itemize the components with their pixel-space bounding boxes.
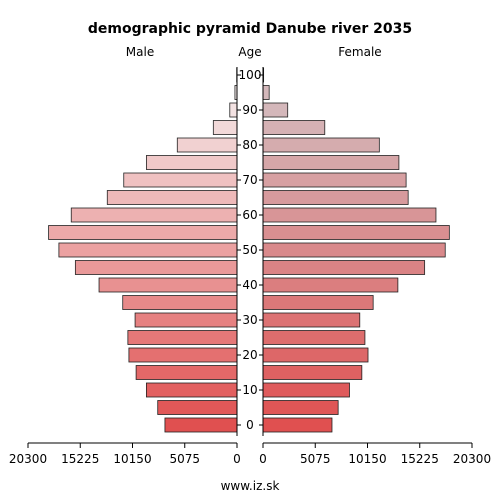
axes-group: 0 10 20 30 40 50 60 70 80 90 100 0 0 5075 5075 10150 101… — [9, 67, 491, 466]
male-bar-age-25 — [127, 330, 238, 345]
age-tick-label: 0 — [246, 418, 254, 432]
age-tick-label: 30 — [242, 313, 257, 327]
female-bar-age-75 — [262, 155, 400, 170]
male-bar-age-80 — [176, 137, 238, 153]
female-bar-age-0 — [262, 417, 333, 433]
age-tick-label: 10 — [242, 383, 257, 397]
chart-title: demographic pyramid Danube river 2035 — [88, 21, 412, 37]
male-bar-age-55 — [48, 225, 238, 240]
female-bar-age-30 — [262, 312, 361, 328]
female-bar-age-50 — [262, 242, 446, 258]
female-value-tick-label: 0 — [259, 452, 267, 466]
female-bar-age-15 — [262, 365, 363, 380]
male-bar-age-65 — [106, 190, 238, 205]
female-bar-age-45 — [262, 260, 426, 275]
footer-label: www.iz.sk — [221, 479, 280, 493]
female-bar-age-35 — [262, 295, 374, 310]
female-bar-age-10 — [262, 382, 350, 398]
male-bar-age-75 — [145, 155, 238, 170]
male-bar-age-45 — [74, 260, 238, 275]
age-tick-label: 40 — [242, 278, 257, 292]
female-value-tick-label: 5075 — [300, 452, 331, 466]
male-bar-age-15 — [135, 365, 238, 380]
male-bar-age-85 — [212, 120, 238, 135]
age-tick-label: 90 — [242, 103, 257, 117]
male-bar-age-90 — [229, 102, 238, 118]
female-value-tick-label: 10150 — [348, 452, 386, 466]
male-value-tick-label: 10150 — [113, 452, 151, 466]
female-label: Female — [338, 45, 381, 59]
male-label: Male — [126, 45, 154, 59]
female-bar-age-95 — [262, 85, 270, 100]
age-tick-label: 50 — [242, 243, 257, 257]
male-bar-age-5 — [157, 400, 238, 415]
male-bar-age-10 — [145, 382, 238, 398]
age-label: Age — [238, 45, 261, 59]
female-bar-age-80 — [262, 137, 380, 153]
female-bar-age-25 — [262, 330, 366, 345]
age-tick-label: 100 — [239, 68, 262, 82]
age-tick-label: 60 — [242, 208, 257, 222]
male-bar-age-30 — [134, 312, 238, 328]
male-bar-age-20 — [128, 347, 238, 363]
male-bar-age-60 — [70, 207, 238, 223]
female-bar-age-65 — [262, 190, 409, 205]
age-tick-label: 70 — [242, 173, 257, 187]
female-bar-age-40 — [262, 277, 399, 293]
male-value-tick-label: 20300 — [9, 452, 47, 466]
age-tick-label: 20 — [242, 348, 257, 362]
female-bar-age-90 — [262, 102, 289, 118]
female-bar-age-60 — [262, 207, 437, 223]
male-bar-age-35 — [122, 295, 238, 310]
female-bar-age-70 — [262, 172, 407, 188]
male-bar-age-70 — [123, 172, 238, 188]
male-bar-age-40 — [98, 277, 238, 293]
male-value-tick-label: 0 — [233, 452, 241, 466]
female-value-tick-label: 20300 — [453, 452, 491, 466]
female-value-tick-label: 15225 — [401, 452, 439, 466]
female-bar-age-85 — [262, 120, 326, 135]
female-bar-age-55 — [262, 225, 450, 240]
female-bar-age-20 — [262, 347, 369, 363]
male-value-tick-label: 5075 — [169, 452, 200, 466]
male-bar-age-50 — [58, 242, 238, 258]
male-value-tick-label: 15225 — [61, 452, 99, 466]
male-bar-age-0 — [164, 417, 238, 433]
female-bar-age-5 — [262, 400, 339, 415]
age-tick-label: 80 — [242, 138, 257, 152]
